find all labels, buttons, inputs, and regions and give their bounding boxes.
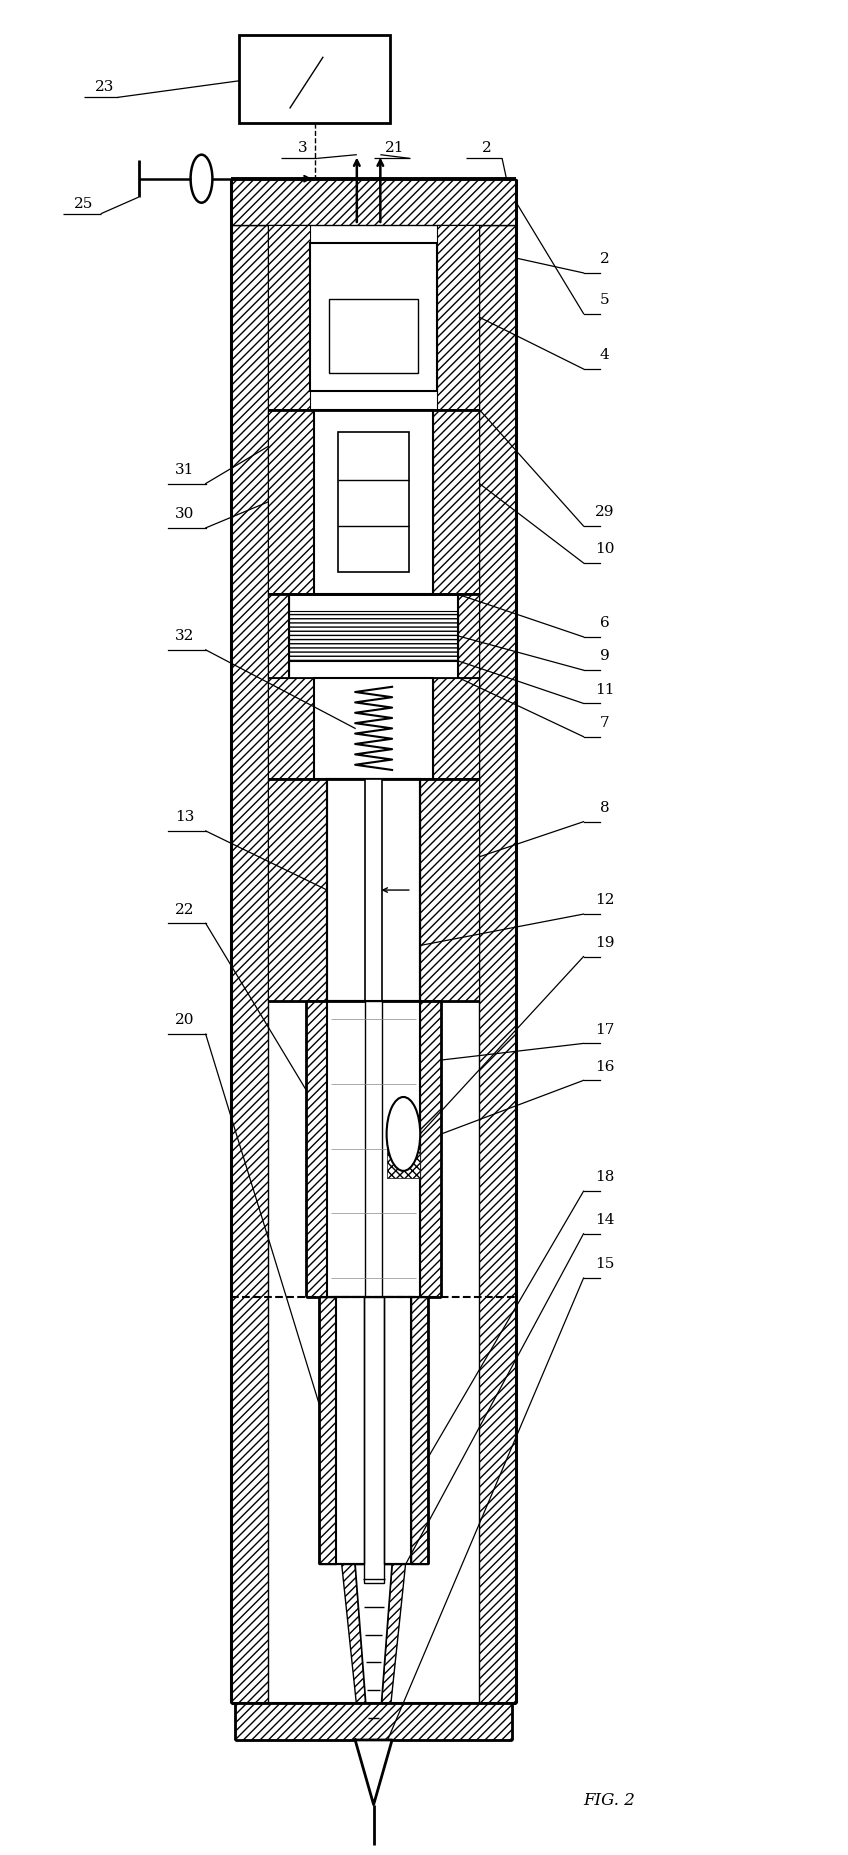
Bar [437,226,479,410]
Text: 10: 10 [594,542,614,556]
Text: 25: 25 [75,197,93,211]
Text: 23: 23 [95,80,114,95]
Text: 8: 8 [600,801,610,814]
Bar [365,779,382,1002]
Bar [231,226,268,1703]
Text: 16: 16 [594,1059,614,1072]
Bar [306,1002,327,1297]
Text: 30: 30 [175,506,194,521]
Polygon shape [355,1564,392,1740]
Bar [239,35,390,124]
Bar [268,226,310,410]
Bar [315,410,432,595]
Bar [338,432,410,573]
Text: 3: 3 [298,141,307,156]
Polygon shape [355,1740,392,1805]
Text: 5: 5 [600,293,610,306]
Bar [420,779,479,1002]
Text: 13: 13 [175,809,194,824]
Polygon shape [379,1564,405,1740]
Bar [387,1148,421,1178]
Bar [319,1297,336,1564]
Text: 9: 9 [600,649,610,662]
Bar [364,1297,383,1582]
Text: 22: 22 [175,902,194,916]
Bar [458,595,479,679]
Bar [327,779,420,1002]
Text: 29: 29 [594,505,614,519]
Bar [268,779,327,1002]
Bar [315,679,432,779]
Text: 11: 11 [594,683,614,696]
Bar [420,1002,441,1297]
Text: 21: 21 [385,141,404,156]
Text: 6: 6 [600,616,610,631]
Polygon shape [342,1564,369,1740]
Text: 32: 32 [175,629,194,642]
Bar [329,301,418,373]
Text: 18: 18 [594,1171,614,1183]
Text: 14: 14 [594,1213,614,1226]
Bar [327,1002,420,1297]
Bar [268,679,315,779]
Text: FIG. 2: FIG. 2 [583,1790,634,1807]
Bar [268,410,315,595]
Text: 2: 2 [600,252,610,265]
Bar [336,1297,411,1564]
Text: 4: 4 [600,349,610,362]
Bar [231,180,516,226]
Text: 20: 20 [175,1013,194,1028]
Bar [289,612,458,662]
Bar [479,226,516,1703]
Bar [411,1297,428,1564]
Bar [235,1703,512,1740]
Bar [310,245,437,391]
Bar [365,1002,382,1297]
Bar [432,679,479,779]
Circle shape [387,1098,421,1171]
Bar [268,595,289,679]
Text: 7: 7 [600,716,610,729]
Text: 19: 19 [594,935,614,950]
Text: 17: 17 [594,1022,614,1037]
Text: 2: 2 [483,141,492,156]
Text: 15: 15 [594,1256,614,1271]
Bar [432,410,479,595]
Text: 31: 31 [175,462,194,477]
Text: 12: 12 [594,892,614,907]
